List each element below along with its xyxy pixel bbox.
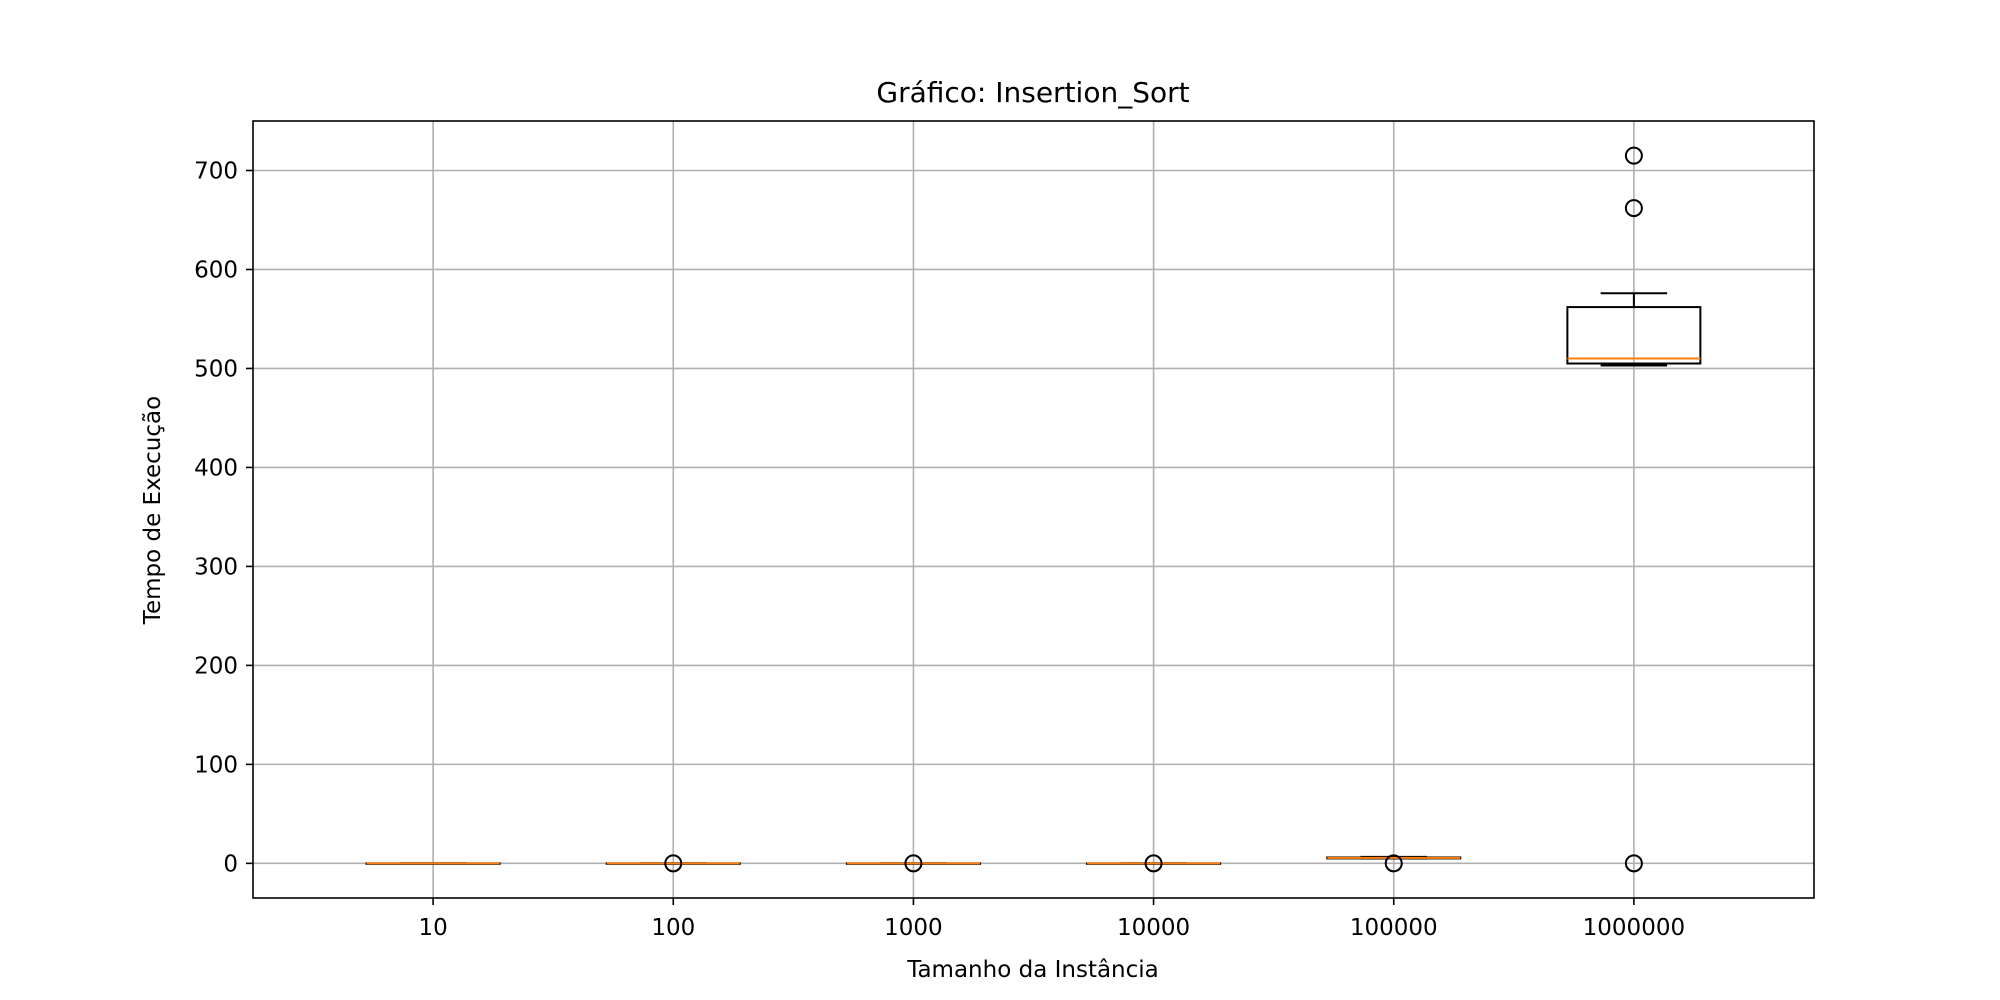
box-100000: [1326, 854, 1462, 873]
x-tick-label: 100000: [1350, 915, 1438, 941]
grid-layer: [253, 121, 1814, 898]
outlier-point: [1144, 854, 1163, 873]
x-tick-label: 100: [651, 915, 695, 941]
y-tick-label: 200: [194, 653, 238, 679]
outlier-point: [1384, 854, 1403, 873]
box-100: [605, 854, 741, 873]
chart-title: Gráfico: Insertion_Sort: [876, 76, 1189, 109]
x-tick-label: 1000000: [1583, 915, 1685, 941]
y-tick-label: 600: [194, 257, 238, 283]
box-10000: [1086, 854, 1222, 873]
y-tick-label: 500: [194, 356, 238, 382]
box-1000: [845, 854, 981, 873]
y-tick-label: 100: [194, 752, 238, 778]
plot-frame: [252, 120, 1815, 899]
tick-layer: 0 100 200 300 400 500 600 700 10 100 1000 10000 1000…: [194, 158, 1685, 941]
outlier-point: [1624, 146, 1643, 165]
x-tick-label: 10000: [1117, 915, 1190, 941]
y-axis-label: Tempo de Execução: [140, 396, 166, 625]
y-tick-label: 0: [223, 851, 238, 877]
x-tick-label: 10: [418, 915, 447, 941]
outlier-point: [1624, 854, 1643, 873]
y-tick-label: 700: [194, 158, 238, 184]
y-tick-label: 400: [194, 455, 238, 481]
outlier-point: [664, 854, 683, 873]
x-axis-label: Tamanho da Instância: [906, 957, 1159, 983]
y-tick-label: 300: [194, 554, 238, 580]
outlier-point: [904, 854, 923, 873]
box-1000000: [1566, 146, 1702, 873]
outlier-point: [1624, 199, 1643, 218]
x-tick-label: 1000: [884, 915, 943, 941]
iqr-box: [1566, 306, 1702, 365]
box-layer: [365, 146, 1702, 873]
box-10: [365, 862, 501, 865]
